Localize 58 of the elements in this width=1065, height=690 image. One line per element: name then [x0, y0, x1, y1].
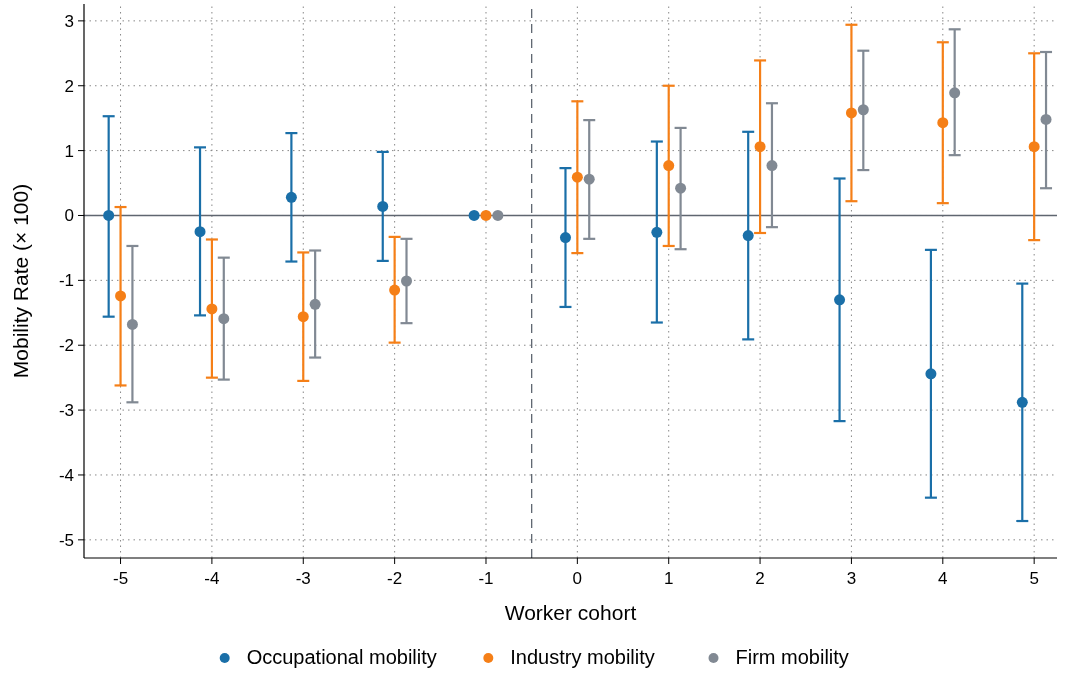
point	[937, 117, 949, 129]
point	[559, 232, 571, 244]
x-tick-label: 1	[663, 569, 674, 588]
point	[754, 141, 766, 153]
point	[949, 87, 961, 99]
point	[1016, 396, 1028, 408]
x-tick-label: 3	[846, 569, 857, 588]
y-tick-label: 1	[64, 141, 74, 161]
point	[742, 230, 754, 242]
point	[480, 209, 492, 221]
point	[845, 107, 857, 119]
point	[115, 290, 127, 302]
y-tick-label: 2	[64, 76, 74, 96]
legend-label: Industry mobility	[510, 646, 655, 668]
point	[218, 313, 230, 325]
x-tick-label: 0	[572, 569, 583, 588]
x-tick-label: 4	[938, 569, 948, 588]
x-tick-label: 5	[1029, 569, 1039, 588]
point	[857, 104, 869, 116]
x-tick-label: -5	[112, 569, 129, 588]
point	[194, 226, 206, 238]
point	[309, 298, 321, 310]
point	[126, 318, 138, 330]
x-tick-label: -2	[387, 569, 403, 588]
x-tick-label: -3	[295, 569, 311, 588]
point	[651, 226, 663, 238]
legend-label: Occupational mobility	[246, 646, 437, 668]
y-tick-label: -5	[58, 530, 74, 550]
y-tick-label: -3	[58, 401, 74, 421]
point	[1028, 141, 1040, 153]
point	[103, 209, 115, 221]
point	[492, 209, 504, 221]
x-tick-label: -4	[204, 569, 220, 588]
y-axis-title: Mobility Rate (× 100)	[9, 183, 32, 379]
point	[206, 303, 218, 315]
point	[834, 294, 846, 306]
point	[571, 171, 583, 183]
point	[1040, 113, 1052, 125]
point	[766, 160, 778, 172]
x-tick-label: -1	[478, 569, 494, 588]
point	[297, 311, 309, 323]
point	[468, 209, 480, 221]
point	[663, 160, 675, 172]
y-tick-label: -2	[58, 336, 74, 356]
x-axis-title: Worker cohort	[504, 601, 637, 624]
x-tick-label: 2	[755, 569, 765, 588]
point	[401, 275, 413, 287]
y-tick-label: -4	[58, 465, 74, 485]
y-tick-label: -1	[58, 271, 74, 291]
point	[675, 182, 687, 194]
point	[285, 191, 297, 203]
point	[377, 200, 389, 212]
point	[583, 173, 595, 185]
y-tick-label: 0	[64, 206, 74, 226]
y-tick-label: 3	[64, 11, 74, 31]
legend-label: Firm mobility	[735, 646, 849, 668]
point	[925, 368, 937, 380]
point	[389, 284, 401, 296]
